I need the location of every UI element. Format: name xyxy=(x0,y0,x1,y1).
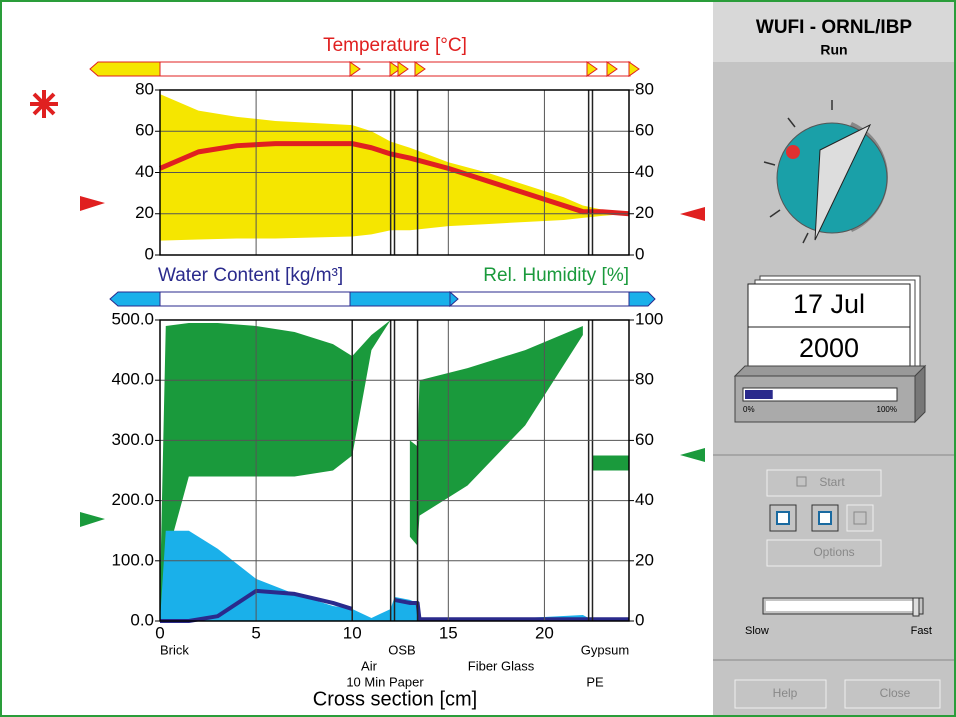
pause-button[interactable] xyxy=(769,504,797,532)
status-icon xyxy=(763,100,889,244)
speed-fast: Fast xyxy=(911,625,932,637)
y-tick-label: 500.0 xyxy=(111,309,154,328)
x-tick-label: 10 xyxy=(343,623,362,642)
step-button[interactable] xyxy=(846,504,874,532)
y-tick-label: 60 xyxy=(135,121,154,140)
temperature-title: Temperature [°C] xyxy=(323,35,467,56)
y2-tick-label: 0 xyxy=(635,610,644,629)
date-display xyxy=(747,275,921,375)
y2-tick-label: 60 xyxy=(635,121,654,140)
y2-tick-label: 40 xyxy=(635,490,654,509)
y-tick-label: 80 xyxy=(135,79,154,98)
help-label[interactable]: Help xyxy=(773,686,798,700)
y-tick-label: 300.0 xyxy=(111,430,154,449)
outside-marker xyxy=(80,512,105,527)
band xyxy=(160,320,629,621)
inside-marker xyxy=(680,207,705,221)
x-tick-label: 20 xyxy=(535,623,554,642)
inside-marker xyxy=(680,448,705,462)
layer-label: PE xyxy=(586,674,604,689)
layer-label: 10 Min Paper xyxy=(346,674,424,689)
x-axis-title: Cross section [cm] xyxy=(313,688,477,710)
y-tick-label: 200.0 xyxy=(111,490,154,509)
plot-frame xyxy=(159,319,630,622)
layer-bar xyxy=(89,61,640,77)
y2-tick-label: 20 xyxy=(635,203,654,222)
layer-bar xyxy=(109,290,656,308)
date-year: 2000 xyxy=(799,333,859,363)
x-tick-label: 15 xyxy=(439,623,458,642)
layer-label: Gypsum xyxy=(581,642,629,657)
options-label[interactable]: Options xyxy=(813,545,854,559)
y2-tick-label: 40 xyxy=(635,162,654,181)
y-tick-label: 0 xyxy=(145,244,154,263)
y2-tick-label: 100 xyxy=(635,309,663,328)
title-box xyxy=(713,2,954,62)
y2-tick-label: 80 xyxy=(635,370,654,389)
stop-button[interactable] xyxy=(811,504,839,532)
help-button[interactable]: Help xyxy=(734,679,827,709)
humidity-title: Rel. Humidity [%] xyxy=(483,265,629,286)
y-tick-label: 0.0 xyxy=(130,610,154,629)
y2-tick-label: 60 xyxy=(635,430,654,449)
x-tick-label: 5 xyxy=(251,623,260,642)
y-tick-label: 100.0 xyxy=(111,550,154,569)
start-label[interactable]: Start xyxy=(819,475,845,489)
progress-max: 100% xyxy=(877,405,897,414)
start-button[interactable]: Start xyxy=(766,469,882,497)
y-tick-label: 400.0 xyxy=(111,370,154,389)
x-tick-label: 0 xyxy=(155,623,164,642)
app-title: WUFI - ORNL/IBP xyxy=(756,17,913,38)
y2-tick-label: 20 xyxy=(635,550,654,569)
sun-icon xyxy=(30,90,58,118)
options-button[interactable]: Options xyxy=(766,539,882,567)
speed-slider[interactable] xyxy=(762,597,924,617)
y-tick-label: 40 xyxy=(135,162,154,181)
water-content-title: Water Content [kg/m³] xyxy=(158,265,343,286)
layer-label: Air xyxy=(361,658,378,673)
speed-slow: Slow xyxy=(745,625,769,637)
layer-label: Brick xyxy=(160,642,189,657)
progress-fill xyxy=(745,390,773,399)
close-label[interactable]: Close xyxy=(880,686,911,700)
layer-label: OSB xyxy=(388,642,415,657)
outside-marker xyxy=(80,196,105,211)
plot-frame xyxy=(159,89,630,256)
app-subtitle: Run xyxy=(820,42,847,58)
y-tick-label: 20 xyxy=(135,203,154,222)
close-button[interactable]: Close xyxy=(844,679,941,709)
progress-min: 0% xyxy=(743,405,755,414)
y2-tick-label: 0 xyxy=(635,244,644,263)
y2-tick-label: 80 xyxy=(635,79,654,98)
area xyxy=(160,530,629,621)
layer-label: Fiber Glass xyxy=(468,658,535,673)
date-day: 17 Jul xyxy=(793,289,865,319)
